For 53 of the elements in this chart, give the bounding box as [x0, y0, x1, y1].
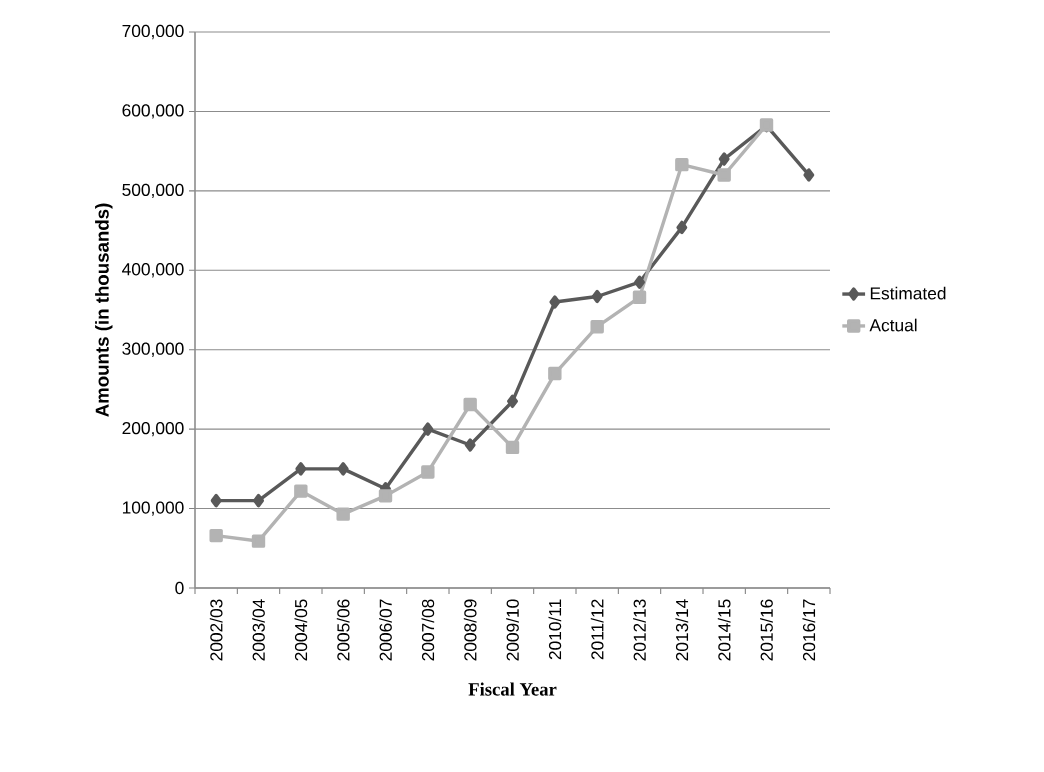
point: [294, 484, 308, 498]
x-tick-label: 2013/14: [675, 599, 689, 661]
x-tick-label: 2015/16: [760, 599, 773, 661]
point: [210, 493, 222, 508]
point: [591, 289, 603, 304]
point: [634, 275, 645, 289]
point: [209, 528, 223, 543]
point: [251, 534, 266, 548]
point: [717, 168, 731, 182]
y-axis-title: Amounts (in thousands): [95, 203, 113, 417]
point: [378, 489, 393, 503]
point: [675, 157, 689, 172]
point: [548, 366, 562, 381]
point: [632, 290, 647, 304]
x-tick-label: 2012/13: [633, 599, 646, 661]
x-tick-label: 2003/04: [252, 599, 265, 661]
x-tick-label: 2008/09: [463, 599, 477, 661]
point: [253, 493, 264, 508]
point: [676, 220, 688, 235]
x-tick-label: 2007/08: [421, 599, 435, 661]
y-tick-label: 0: [175, 581, 184, 595]
x-tick-label: 2006/07: [379, 599, 392, 661]
y-tick-label: 200,000: [122, 421, 184, 437]
legend-label: Estimated: [870, 286, 946, 300]
point: [549, 295, 561, 309]
legend-label: Actual: [869, 318, 917, 332]
x-tick-label: 2016/17: [802, 599, 816, 661]
point: [337, 462, 349, 476]
x-axis-title: Fiscal Year: [468, 682, 557, 696]
y-tick-label: 400,000: [122, 263, 184, 278]
point: [590, 319, 604, 334]
point: [507, 394, 518, 409]
point: [336, 507, 350, 521]
y-tick-label: 100,000: [122, 501, 184, 516]
point: [803, 168, 815, 182]
x-tick-label: 2009/10: [506, 599, 519, 661]
point: [463, 397, 477, 412]
point: [718, 152, 730, 166]
point: [295, 462, 307, 476]
x-tick-label: 2010/11: [548, 599, 562, 660]
y-tick-label: 500,000: [122, 183, 184, 199]
x-tick-label: 2004/05: [294, 599, 308, 661]
point: [464, 438, 476, 452]
point: [422, 422, 434, 436]
y-tick-label: 700,000: [122, 24, 184, 40]
x-tick-label: 2002/03: [209, 599, 223, 661]
y-tick-label: 600,000: [122, 104, 184, 119]
x-tick-label: 2011/12: [590, 599, 604, 660]
point: [421, 465, 435, 479]
y-tick-label: 300,000: [122, 342, 184, 357]
x-tick-label: 2005/06: [336, 599, 350, 661]
x-tick-label: 2014/15: [717, 599, 731, 661]
point: [505, 440, 520, 455]
